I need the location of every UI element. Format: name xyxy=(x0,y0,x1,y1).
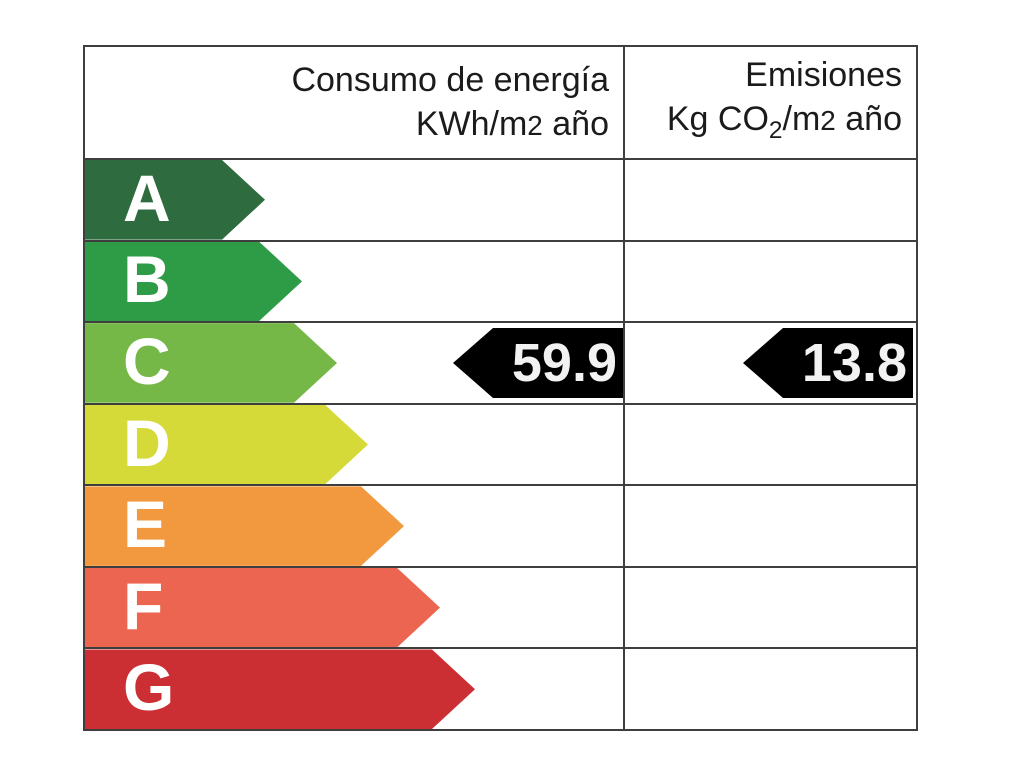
consumption-column-header: Consumo de energía KWh/m2 año xyxy=(85,47,625,158)
rating-letter-F: F xyxy=(123,568,164,643)
unit-part: 2 xyxy=(820,104,836,136)
consumption-cell-D: D xyxy=(85,404,625,485)
rating-arrow-E: E xyxy=(85,486,404,566)
consumption-unit: KWh/m2 año xyxy=(416,102,609,148)
consumption-value: 59.9 xyxy=(511,332,617,393)
rating-arrow-B: B xyxy=(85,242,302,322)
rating-letter-B: B xyxy=(123,242,171,317)
unit-part: año xyxy=(835,99,902,138)
rating-arrow-F: F xyxy=(85,568,440,648)
emissions-cell-C: 13.8 xyxy=(625,323,916,403)
consumption-title: Consumo de energía xyxy=(291,60,609,99)
rating-row-F: F xyxy=(85,565,916,648)
rating-row-G: G xyxy=(85,647,916,730)
rating-letter-A: A xyxy=(123,160,171,235)
rating-row-D: D xyxy=(85,402,916,485)
header-row: Consumo de energía KWh/m2 año Emisiones … xyxy=(85,47,916,160)
rating-letter-G: G xyxy=(123,650,175,725)
emissions-cell-A xyxy=(625,160,916,240)
rating-arrow-D: D xyxy=(85,405,368,485)
rating-letter-D: D xyxy=(123,405,171,480)
consumption-cell-A: A xyxy=(85,160,625,240)
rating-row-E: E xyxy=(85,484,916,566)
rating-letter-C: C xyxy=(123,323,171,398)
rating-letter-E: E xyxy=(123,487,168,562)
rating-rows: A B C 59.9 13.8 D E F G xyxy=(85,160,916,730)
emissions-cell-E xyxy=(625,486,916,566)
rating-table: Consumo de energía KWh/m2 año Emisiones … xyxy=(83,45,918,731)
emissions-cell-B xyxy=(625,242,916,322)
emissions-unit: Kg CO2/m2 año xyxy=(667,97,902,153)
unit-part: /m xyxy=(782,99,821,138)
emissions-cell-D xyxy=(625,405,916,485)
consumption-cell-F: F xyxy=(85,567,625,648)
consumption-cell-B: B xyxy=(85,241,625,322)
unit-part: Kg CO xyxy=(666,99,769,138)
unit-part: 2 xyxy=(768,116,783,144)
emissions-cell-G xyxy=(625,649,916,729)
rating-arrow-G: G xyxy=(85,649,475,729)
rating-row-C: C 59.9 13.8 xyxy=(85,321,916,403)
rating-row-B: B xyxy=(85,239,916,322)
rating-arrow-A: A xyxy=(85,160,265,240)
unit-part: 2 xyxy=(527,109,543,141)
emissions-value: 13.8 xyxy=(801,332,907,393)
consumption-cell-G: G xyxy=(85,649,625,730)
consumption-cell-E: E xyxy=(85,486,625,566)
emissions-column-header: Emisiones Kg CO2/m2 año xyxy=(625,47,916,158)
emissions-cell-F xyxy=(625,568,916,648)
unit-part: año xyxy=(542,104,609,143)
rating-row-A: A xyxy=(85,160,916,240)
rating-arrow-C: C xyxy=(85,323,337,403)
consumption-marker: 59.9 xyxy=(453,327,623,398)
emissions-title: Emisiones xyxy=(745,55,902,94)
emissions-marker: 13.8 xyxy=(743,327,913,398)
consumption-cell-C: C 59.9 xyxy=(85,323,625,403)
unit-part: KWh/m xyxy=(415,104,528,143)
